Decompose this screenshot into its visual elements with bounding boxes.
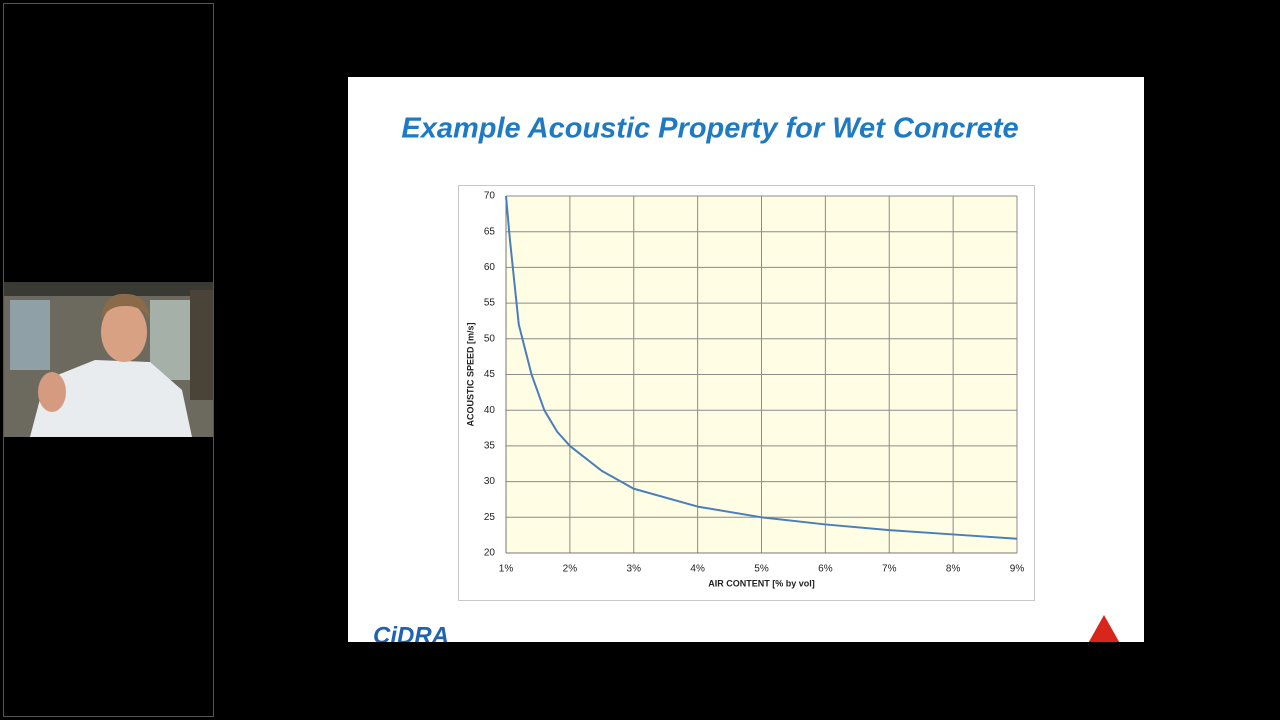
- y-tick-label: 60: [484, 262, 496, 273]
- x-axis-label: AIR CONTENT [% by vol]: [708, 578, 815, 588]
- y-tick-label: 30: [484, 476, 496, 487]
- x-tick-label: 8%: [946, 564, 961, 575]
- y-tick-label: 50: [484, 333, 496, 344]
- logo: CiDRA: [373, 622, 449, 649]
- y-axis-label: ACOUSTIC SPEED [m/s]: [465, 322, 475, 426]
- chart: 20 25 30 35 40 45 50 55 60 65 70 1% 2% 3% 4% 5% 6% 7% 8% 9%…: [465, 191, 1024, 589]
- data-line: [505, 195, 1018, 540]
- y-tick-label: 35: [484, 441, 496, 452]
- x-tick-label: 2%: [563, 564, 578, 575]
- x-tick-label: 3%: [627, 564, 642, 575]
- x-tick-label: 7%: [882, 564, 897, 575]
- y-tick-label: 55: [484, 298, 496, 309]
- sika-logo: [1088, 615, 1120, 642]
- x-tick-label: 9%: [1010, 564, 1025, 575]
- y-tick-label: 45: [484, 369, 496, 380]
- x-tick-label: 5%: [754, 564, 769, 575]
- y-tick-label: 40: [484, 405, 496, 416]
- slide-footer: CiDRA: [373, 615, 1120, 649]
- y-tick-label: 25: [484, 512, 496, 523]
- y-tick-label: 70: [484, 191, 496, 202]
- x-tick-label: 6%: [818, 564, 833, 575]
- webcam-video: [4, 282, 213, 437]
- y-tick-label: 20: [484, 548, 496, 559]
- x-tick-label: 1%: [499, 564, 514, 575]
- slide-title: Example Acoustic Property for Wet Concre…: [401, 113, 1018, 145]
- x-tick-label: 4%: [690, 564, 705, 575]
- y-tick-label: 65: [484, 226, 496, 237]
